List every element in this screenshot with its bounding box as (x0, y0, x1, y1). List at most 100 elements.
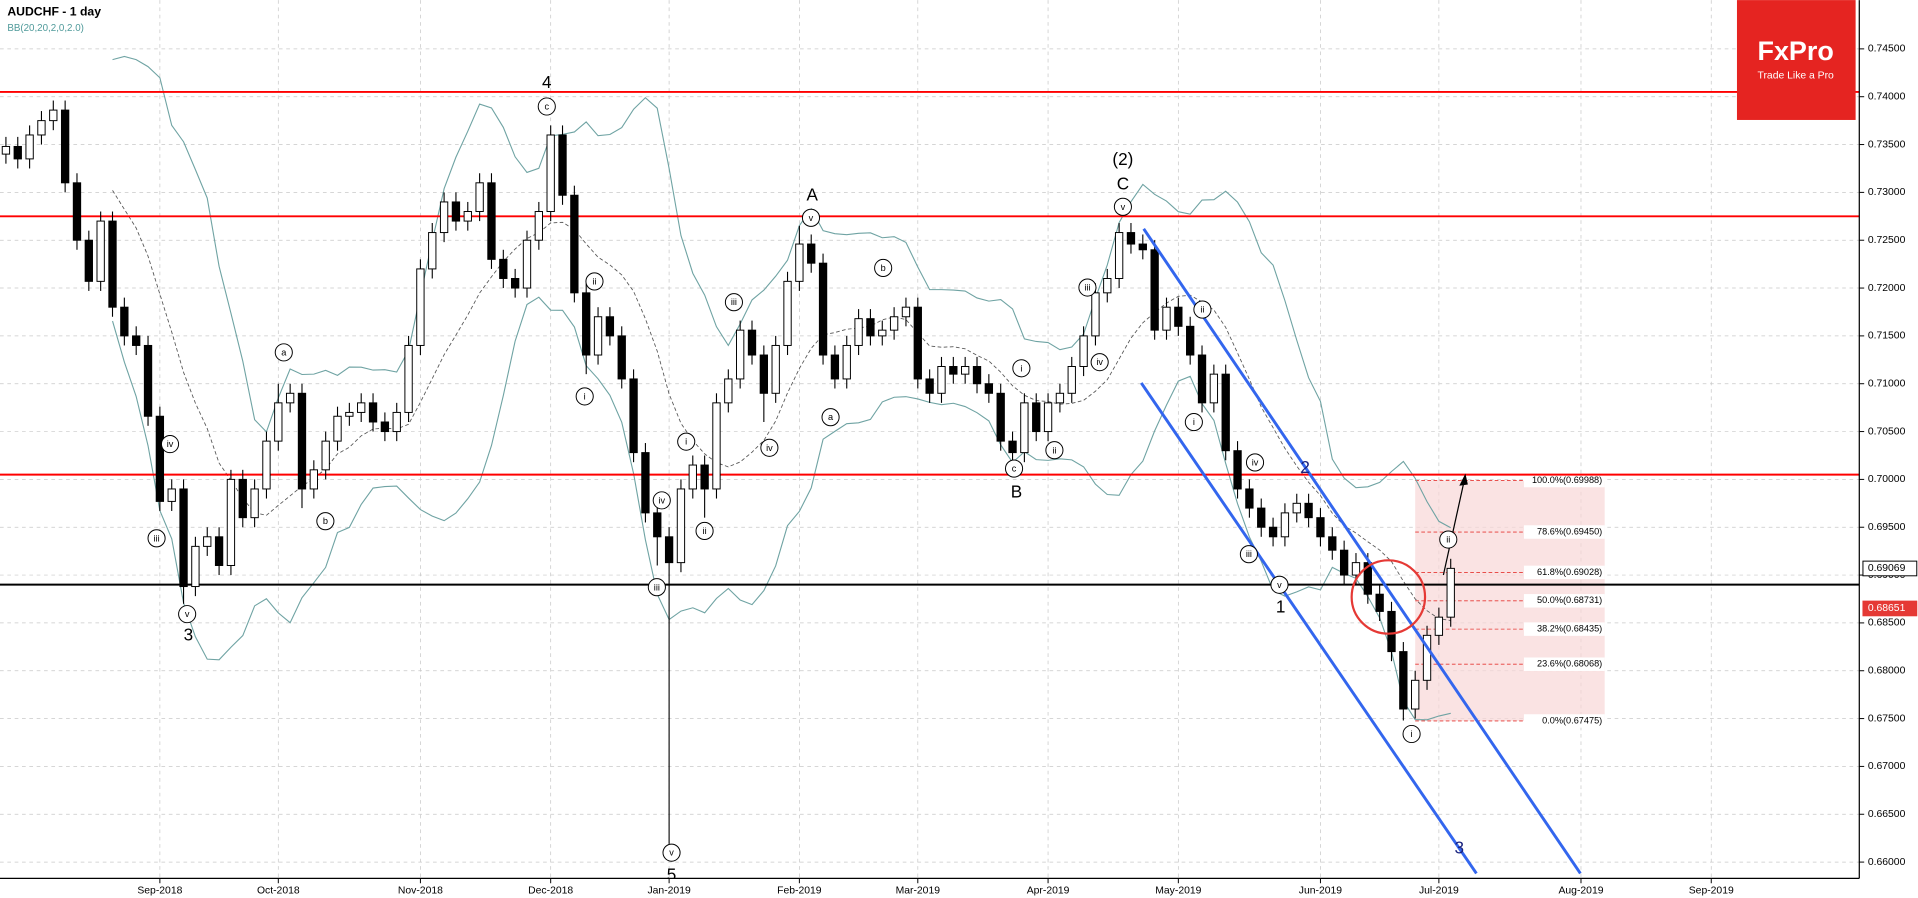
candle-body (1363, 562, 1372, 595)
y-tick-label: 0.72000 (1868, 283, 1906, 294)
candle-body (1434, 616, 1444, 636)
price-axis-bg (1859, 0, 1918, 898)
y-tick-label: 0.71500 (1868, 331, 1906, 342)
wave-circle (1439, 530, 1458, 549)
candle-body (191, 545, 200, 588)
candle-body (582, 292, 591, 356)
y-tick-label: 0.70500 (1868, 426, 1906, 437)
candle-body (759, 354, 769, 394)
wave-label: ii (592, 276, 596, 286)
candle-body (357, 402, 366, 413)
candle-body (1103, 277, 1112, 294)
wave-label: ii (1200, 305, 1204, 315)
candle-body (392, 411, 401, 433)
price-label-box (1862, 560, 1918, 577)
candle-body (570, 194, 579, 294)
candle-body (333, 415, 342, 442)
candle-body (238, 478, 247, 519)
candle-body (1197, 354, 1207, 404)
candle-body (700, 464, 709, 490)
wave-label: i (1193, 417, 1195, 427)
wave-circle (537, 97, 556, 116)
candle-body (167, 488, 176, 502)
fib-label: 78.6%(0.69450) (1537, 526, 1602, 536)
candle-body (1126, 232, 1136, 245)
wave-label: i (1411, 729, 1413, 739)
price-label: 0.68651 (1868, 603, 1906, 614)
wave-label: a (281, 347, 287, 357)
wave-label: b (881, 263, 886, 273)
candle-body (771, 344, 780, 394)
wave-label: iv (1096, 357, 1103, 367)
candle-body (60, 109, 70, 184)
candle-body (1221, 373, 1230, 452)
x-tick-label: May-2019 (1155, 885, 1201, 896)
candle-body (96, 220, 105, 282)
candle-body (712, 402, 721, 490)
candle-body (1162, 306, 1171, 331)
price-label-box (1862, 600, 1918, 617)
wave-label: iv (1252, 457, 1259, 467)
fib-label: 38.2%(0.68435) (1537, 624, 1602, 634)
candle-body (747, 329, 757, 356)
candle-body (925, 378, 934, 394)
candle-body (285, 392, 295, 404)
candle-body (451, 201, 461, 222)
wave-label: i (584, 391, 586, 401)
candle-body (37, 120, 46, 136)
y-tick-label: 0.67000 (1868, 761, 1906, 772)
candle-body (913, 306, 922, 380)
wave-label: c (544, 102, 549, 112)
wave-label: iv (766, 443, 773, 453)
wave-circle (1402, 724, 1421, 744)
candle-body (818, 262, 828, 356)
candle-body (795, 243, 804, 282)
candle-body (1304, 502, 1313, 519)
wave-label: iii (731, 297, 737, 307)
price-label: 0.69069 (1868, 563, 1906, 574)
candle-body (1328, 536, 1337, 551)
candle-body (1008, 440, 1017, 454)
candle-body (1055, 392, 1065, 404)
candle-body (13, 145, 22, 160)
wave-label-major: 2 (1300, 458, 1310, 477)
candle-body (736, 329, 745, 380)
y-tick-label: 0.74000 (1868, 91, 1906, 102)
candle-body (1, 145, 11, 155)
wave-label: ii (1446, 535, 1450, 545)
candle-body (380, 421, 390, 433)
wave-circle (724, 293, 743, 312)
band-lower (112, 296, 1451, 721)
wave-circle (1090, 353, 1109, 372)
x-tick-label: Jan-2019 (647, 885, 690, 896)
candle-body (274, 402, 283, 442)
candle-body (132, 335, 141, 346)
wave-circle (677, 432, 696, 451)
candle-body (1174, 306, 1183, 327)
channel-line (1140, 382, 1478, 875)
candle-body (949, 366, 958, 375)
candle-body (179, 488, 188, 588)
chart-title: AUDCHF - 1 day (7, 5, 101, 19)
candle-body (226, 478, 236, 566)
candle-body (937, 366, 946, 394)
candle-body (1268, 526, 1278, 538)
candle-body (463, 211, 472, 222)
candle-body (487, 182, 496, 260)
fib-label: 23.6%(0.68068) (1537, 659, 1602, 669)
candle-body (510, 277, 520, 289)
wave-label: v (1121, 202, 1126, 212)
candle-body (901, 306, 911, 318)
y-tick-label: 0.70000 (1868, 474, 1906, 485)
candle-body (1257, 507, 1266, 528)
candles-layer (1, 100, 1455, 844)
wave-label: iii (1246, 549, 1252, 559)
wave-circle (1245, 453, 1265, 472)
candle-body (1020, 402, 1029, 454)
x-tick-label: Jun-2019 (1299, 885, 1342, 896)
candle-body (593, 316, 603, 356)
wave-circle (874, 258, 893, 278)
candle-body (1292, 502, 1301, 514)
